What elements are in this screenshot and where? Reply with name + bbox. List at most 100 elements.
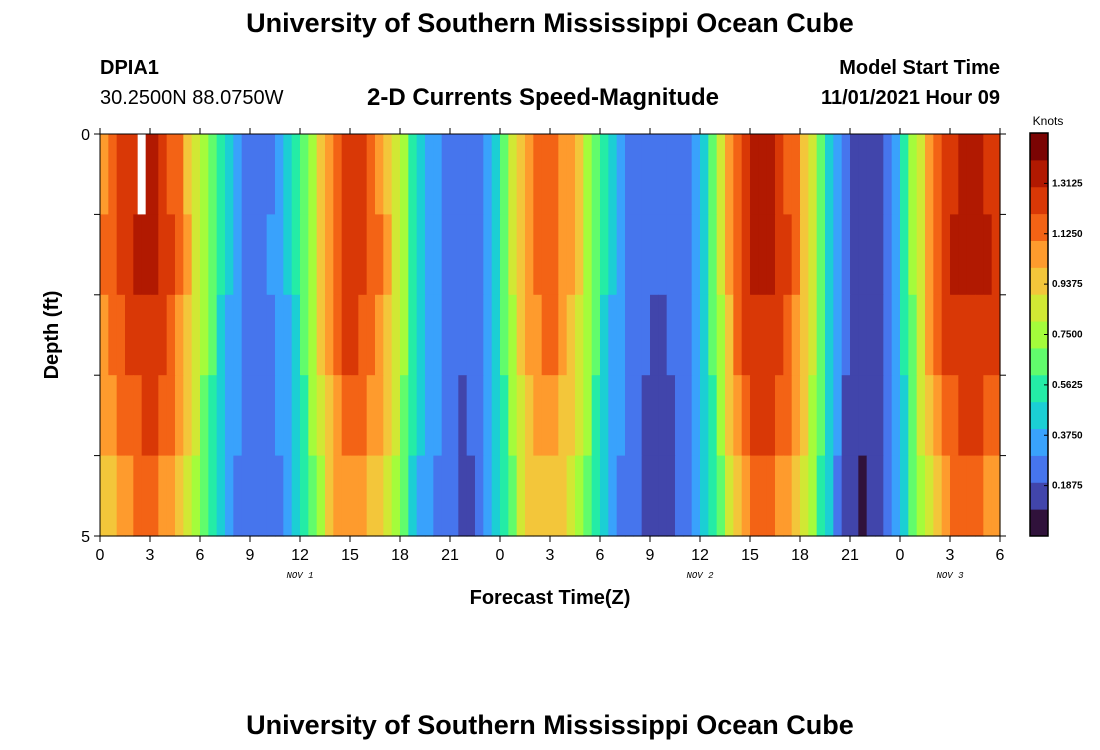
heatmap-cell [441, 134, 451, 215]
heatmap-cell [941, 134, 951, 215]
heatmap-cell [408, 134, 418, 215]
heatmap-cell [283, 375, 293, 457]
date-label: NOV 1 [286, 571, 313, 581]
heatmap-cell [475, 134, 484, 215]
heatmap-cell [366, 375, 376, 457]
heatmap-cell [291, 455, 301, 537]
x-tick-label: 6 [196, 547, 205, 564]
colorbar-segment [1030, 186, 1048, 215]
heatmap-cell [708, 214, 718, 296]
heatmap-cell [491, 455, 501, 537]
heatmap-cell [908, 455, 918, 537]
heatmap-cell [200, 375, 209, 457]
heatmap-cell [833, 134, 843, 215]
page-title: University of Southern Mississippi Ocean… [246, 8, 854, 38]
heatmap-cell [133, 214, 143, 296]
x-tick-label: 6 [996, 547, 1005, 564]
heatmap-cell [950, 214, 959, 296]
heatmap-cell [400, 455, 409, 537]
heatmap-cell [508, 214, 518, 296]
heatmap-cell [675, 455, 684, 537]
heatmap-cell [775, 455, 784, 537]
heatmap-cell [158, 214, 168, 296]
heatmap-cell [908, 294, 918, 376]
heatmap-cell [650, 294, 659, 376]
heatmap-cell [308, 375, 318, 457]
heatmap-cell [350, 214, 359, 296]
heatmap-cell [691, 455, 701, 537]
heatmap-cell [466, 294, 476, 376]
heatmap-cell [883, 134, 893, 215]
heatmap-cell [483, 375, 493, 457]
heatmap-cell [666, 375, 676, 457]
x-tick-label: 18 [791, 547, 809, 564]
heatmap-cell [683, 375, 693, 457]
heatmap-cell [766, 134, 776, 215]
heatmap-cell [333, 294, 343, 376]
x-tick-label: 15 [341, 547, 359, 564]
heatmap-cell [366, 134, 376, 215]
heatmap-cell [675, 214, 684, 296]
heatmap-cell [516, 134, 526, 215]
heatmap-cell [975, 214, 984, 296]
heatmap-cell [733, 375, 743, 457]
heatmap-cell [233, 294, 243, 376]
heatmap-cell [708, 455, 718, 537]
heatmap-cell [166, 375, 176, 457]
heatmap-cell [166, 214, 176, 296]
colorbar-segment [1030, 133, 1048, 161]
heatmap-cell [208, 134, 218, 215]
heatmap-cell [241, 294, 251, 376]
x-tick-label: 21 [441, 547, 459, 564]
heatmap-cell [600, 214, 609, 296]
heatmap-cell [358, 455, 368, 537]
colorbar-segment [1030, 509, 1048, 537]
heatmap-cell [716, 455, 726, 537]
heatmap-cell [633, 294, 643, 376]
heatmap-cell [316, 294, 326, 376]
heatmap-cell [758, 455, 768, 537]
heatmap-cell [566, 294, 576, 376]
heatmap-cell [416, 214, 426, 296]
heatmap-cell [458, 455, 468, 537]
heatmap-cell [625, 294, 634, 376]
heatmap-cell [166, 294, 176, 376]
heatmap-cell [300, 134, 309, 215]
heatmap-cell [408, 455, 418, 537]
heatmap-cell [741, 455, 751, 537]
heatmap-cell [166, 134, 176, 215]
heatmap-cell [191, 214, 201, 296]
heatmap-cell [583, 375, 593, 457]
heatmap-cell [608, 455, 618, 537]
heatmap-cell [858, 294, 868, 376]
heatmap-cell [966, 134, 976, 215]
heatmap-cell [416, 294, 426, 376]
heatmap-cell [666, 214, 676, 296]
heatmap-cell [233, 455, 243, 537]
heatmap-cell [183, 455, 193, 537]
heatmap-cell [591, 214, 601, 296]
heatmap-cell [725, 134, 734, 215]
heatmap-cell [275, 214, 284, 296]
heatmap-cell [958, 134, 968, 215]
heatmap-cell [708, 134, 718, 215]
heatmap-cell [433, 375, 443, 457]
heatmap-cell [241, 455, 251, 537]
heatmap-cell [833, 294, 843, 376]
heatmap-cell [658, 134, 668, 215]
heatmap-cell [650, 214, 659, 296]
heatmap-cell [633, 455, 643, 537]
heatmap-cell [508, 134, 518, 215]
colorbar-label: Knots [1033, 114, 1064, 128]
station-coordinates: 30.2500N 88.0750W [100, 87, 284, 109]
heatmap-cell [516, 455, 526, 537]
heatmap-cell [200, 214, 209, 296]
heatmap-cell [458, 375, 468, 457]
heatmap-cell [950, 294, 959, 376]
heatmap-cell [983, 214, 993, 296]
heatmap-cell [791, 375, 801, 457]
heatmap-cell [208, 455, 218, 537]
heatmap-cell [366, 455, 376, 537]
heatmap-cell [250, 134, 259, 215]
heatmap-cell [675, 375, 684, 457]
